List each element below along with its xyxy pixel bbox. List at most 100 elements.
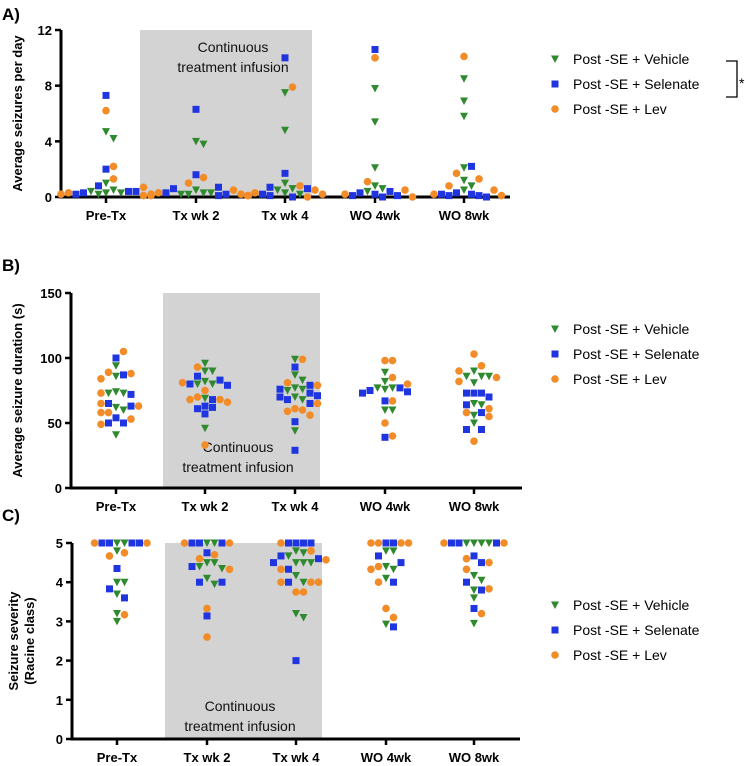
y-tick-label: 4 bbox=[56, 575, 64, 590]
square-marker bbox=[106, 585, 113, 593]
square-marker bbox=[438, 190, 445, 198]
circle-marker bbox=[299, 588, 308, 596]
y-axis-label: Average seizures per day bbox=[10, 35, 25, 192]
square-marker bbox=[478, 426, 485, 433]
triangle-down-marker bbox=[104, 389, 113, 398]
x-tick-label: Tx wk 4 bbox=[262, 208, 310, 223]
square-marker bbox=[463, 426, 470, 433]
circle-marker bbox=[237, 190, 245, 199]
triangle-down-marker bbox=[292, 610, 300, 618]
square-marker bbox=[306, 381, 314, 389]
square-marker bbox=[291, 418, 299, 426]
circle-marker bbox=[90, 539, 99, 547]
triangle-down-marker bbox=[199, 189, 208, 197]
square-marker bbox=[125, 187, 132, 195]
square-marker bbox=[201, 402, 209, 410]
circle-marker bbox=[277, 539, 285, 547]
circle-marker bbox=[460, 52, 468, 61]
triangle-down-marker bbox=[210, 559, 219, 567]
triangle-down-marker bbox=[112, 372, 120, 381]
circle-marker bbox=[306, 411, 314, 420]
circle-marker bbox=[97, 389, 105, 397]
circle-marker bbox=[371, 54, 379, 62]
triangle-down-marker bbox=[113, 590, 121, 598]
circle-marker bbox=[120, 610, 129, 619]
triangle-down-marker bbox=[298, 396, 307, 404]
triangle-down-marker bbox=[291, 371, 299, 379]
square-marker bbox=[216, 376, 224, 384]
circle-marker bbox=[477, 609, 486, 618]
triangle-down-marker bbox=[112, 362, 120, 370]
circle-marker bbox=[216, 395, 224, 404]
square-marker bbox=[463, 401, 470, 409]
triangle-down-marker bbox=[201, 424, 209, 433]
y-axis-label: Seizure severity bbox=[6, 591, 21, 691]
triangle-down-marker bbox=[388, 406, 397, 414]
circle-marker bbox=[296, 182, 304, 190]
circle-marker bbox=[440, 539, 448, 547]
circle-marker bbox=[97, 408, 105, 417]
triangle-down-marker bbox=[120, 578, 129, 587]
legend-item-lev: Post -SE + Lev bbox=[573, 647, 667, 663]
circle-marker bbox=[97, 375, 105, 383]
circle-marker bbox=[363, 177, 372, 186]
circle-marker bbox=[154, 189, 163, 197]
triangle-down-marker bbox=[281, 179, 289, 188]
triangle-down-marker bbox=[299, 559, 308, 567]
circle-marker bbox=[203, 604, 211, 613]
square-marker bbox=[448, 539, 455, 547]
triangle-down-marker bbox=[102, 128, 110, 136]
triangle-down-marker bbox=[477, 372, 486, 381]
triangle-down-marker bbox=[207, 189, 215, 197]
triangle-down-marker bbox=[382, 620, 390, 629]
x-tick-label: WO 8wk bbox=[439, 208, 490, 223]
triangle-down-marker bbox=[477, 401, 486, 409]
panel-letter: A) bbox=[2, 5, 20, 24]
circle-marker bbox=[455, 367, 463, 375]
y-tick-label: 0 bbox=[55, 481, 62, 496]
square-marker bbox=[396, 384, 404, 392]
triangle-down-marker bbox=[210, 580, 219, 589]
y-tick-label: 5 bbox=[56, 536, 63, 551]
square-marker bbox=[356, 189, 364, 197]
circle-marker bbox=[104, 368, 113, 377]
square-marker bbox=[120, 371, 127, 379]
circle-marker bbox=[452, 169, 461, 178]
triangle-down-marker bbox=[203, 559, 211, 567]
circle-marker bbox=[277, 578, 285, 586]
triangle-down-marker bbox=[460, 112, 468, 121]
x-tick-label: Tx wk 2 bbox=[173, 208, 220, 223]
circle-marker bbox=[389, 613, 398, 622]
triangle-down-marker bbox=[208, 367, 217, 375]
circle-marker bbox=[193, 363, 202, 371]
circle-marker bbox=[288, 83, 297, 91]
circle-marker bbox=[180, 539, 189, 547]
circle-marker bbox=[225, 539, 234, 547]
square-marker bbox=[132, 187, 140, 195]
circle-marker bbox=[313, 381, 322, 390]
square-marker bbox=[470, 604, 478, 612]
triangle-down-marker bbox=[371, 182, 379, 190]
circle-marker bbox=[139, 183, 148, 192]
circle-marker bbox=[374, 578, 383, 586]
legend-item-selenate: Post -SE + Selenate bbox=[573, 346, 700, 362]
legend-item-lev: Post -SE + Lev bbox=[573, 101, 667, 117]
triangle-down-marker bbox=[298, 376, 307, 385]
square-marker bbox=[266, 183, 274, 191]
square-marker bbox=[277, 552, 285, 560]
triangle-down-marker bbox=[120, 539, 129, 547]
square-marker bbox=[186, 380, 194, 388]
legend-item-vehicle: Post -SE + Vehicle bbox=[573, 597, 690, 613]
triangle-down-marker bbox=[389, 547, 398, 555]
square-marker bbox=[95, 182, 102, 190]
circle-marker bbox=[430, 190, 438, 199]
square-marker bbox=[203, 612, 211, 620]
square-marker bbox=[306, 389, 314, 397]
triangle-down-marker bbox=[551, 601, 559, 609]
square-marker bbox=[463, 578, 470, 586]
square-marker bbox=[209, 396, 216, 404]
triangle-down-marker bbox=[284, 552, 293, 560]
square-marker bbox=[453, 189, 460, 197]
square-marker bbox=[493, 539, 500, 547]
triangle-down-marker bbox=[298, 385, 307, 394]
